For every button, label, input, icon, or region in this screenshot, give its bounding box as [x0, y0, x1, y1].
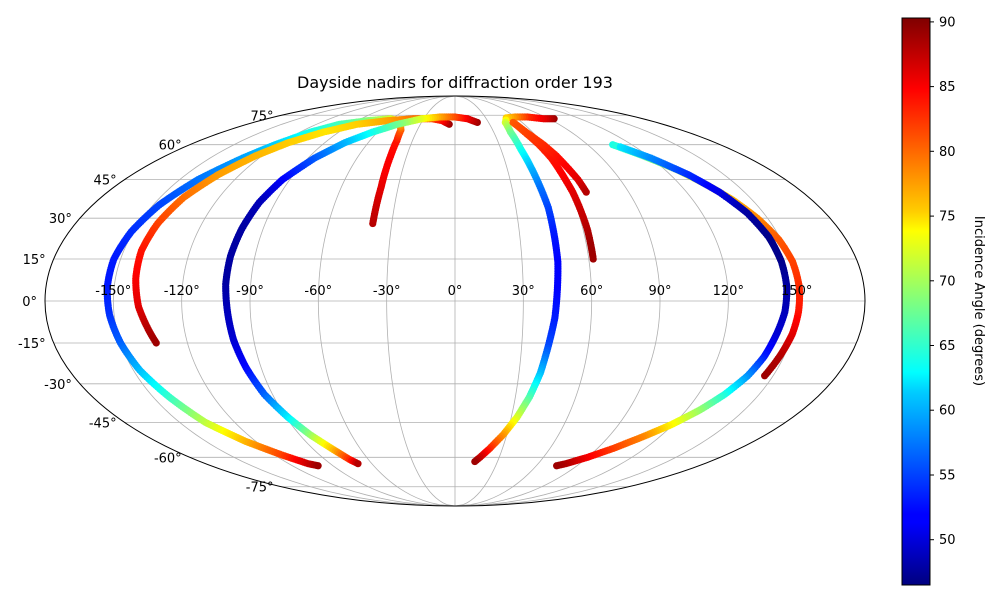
lon-tick-label: 120°	[713, 284, 744, 299]
colorbar-tick-label: 65	[939, 339, 956, 354]
colorbar-tick-label: 75	[939, 210, 956, 225]
nadir-point	[314, 462, 322, 470]
nadir-point	[553, 462, 561, 470]
lon-tick-label: 60°	[580, 284, 603, 299]
lat-tick-label: -15°	[18, 337, 46, 352]
lat-tick-label: 30°	[49, 212, 72, 227]
lat-tick-label: 75°	[250, 109, 273, 124]
colorbar-tick-label: 60	[939, 404, 956, 419]
colorbar-tick-label: 85	[939, 80, 956, 95]
nadir-points	[103, 113, 804, 470]
nadir-point	[761, 372, 769, 380]
nadir-point	[354, 460, 362, 468]
lon-tick-label: -30°	[373, 284, 401, 299]
meridian-line	[454, 96, 729, 506]
lat-tick-label: -75°	[246, 481, 274, 496]
meridian-line	[386, 96, 456, 506]
colorbar-ticks: 50 55 60 65 70 75 80 85 90	[930, 15, 956, 548]
meridian-line	[112, 96, 456, 506]
lon-tick-label: -90°	[236, 284, 264, 299]
nadir-point	[582, 188, 590, 196]
lat-tick-label: 0°	[22, 295, 37, 310]
lon-tick-label: -60°	[304, 284, 332, 299]
meridian-line	[249, 96, 456, 506]
lon-tick-label: -150°	[95, 284, 131, 299]
lon-tick-label: -120°	[164, 284, 200, 299]
graticule	[45, 96, 865, 506]
colorbar-tick-label: 50	[939, 533, 956, 548]
colorbar-tick-label: 80	[939, 145, 956, 160]
nadir-point	[589, 255, 597, 263]
chart-title: Dayside nadirs for diffraction order 193	[297, 73, 613, 92]
lat-tick-label: 45°	[94, 174, 117, 189]
meridian-line	[454, 96, 524, 506]
colorbar-tick-label: 90	[939, 15, 956, 30]
colorbar-tick-label: 55	[939, 469, 956, 484]
meridian-line	[317, 96, 456, 506]
lon-tick-label: 0°	[448, 284, 463, 299]
nadir-point	[471, 457, 479, 466]
lat-tick-label: 60°	[159, 139, 182, 154]
colorbar-label: Incidence Angle (degrees)	[971, 216, 986, 386]
lon-tick-label: 30°	[512, 284, 535, 299]
latitude-tick-labels: -75° -60° -45° -30° -15° 0° 15° 30° 45° 60° 75°	[18, 109, 274, 495]
longitude-tick-labels: -150° -120° -90° -60° -30° 0° 30° 60° 90° 120° 150…	[95, 284, 812, 299]
map-boundary	[44, 95, 866, 507]
nadir-point	[152, 339, 160, 347]
colorbar-gradient	[901, 17, 931, 586]
colorbar: 50 55 60 65 70 75 80 85 90 Incidence Angle (degr…	[901, 15, 986, 586]
lat-tick-label: -45°	[89, 416, 117, 431]
lat-tick-label: -30°	[44, 378, 72, 393]
lon-tick-label: 150°	[781, 284, 812, 299]
lat-tick-label: -60°	[154, 451, 182, 466]
lon-tick-label: 90°	[648, 284, 671, 299]
colorbar-tick-label: 70	[939, 274, 956, 289]
lat-tick-label: 15°	[23, 253, 46, 268]
